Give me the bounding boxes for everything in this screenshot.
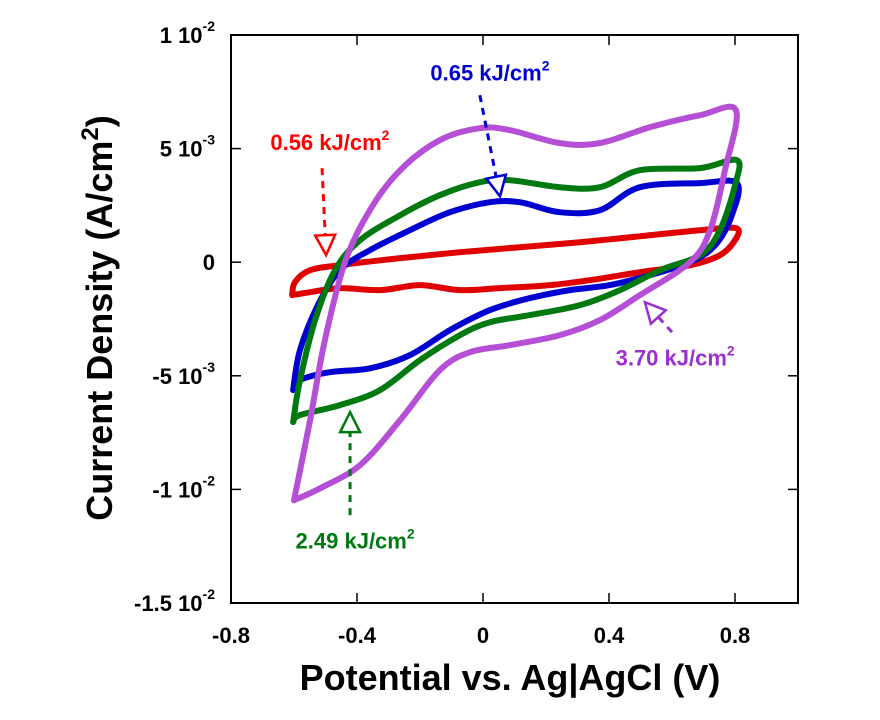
x-tick-label: -0.8 [212, 623, 250, 648]
y-axis-title: Current Density (A/cm2) [77, 115, 120, 520]
y-tick-mantissa: -1 10 [152, 477, 202, 502]
plot-frame [230, 34, 799, 604]
annotation-label: 0.56 kJ/cm2 [270, 127, 389, 155]
annotation-text: 0.56 kJ/cm [270, 130, 381, 155]
annotation-arrow-head [643, 300, 669, 327]
y-tick-exponent: -2 [203, 472, 216, 488]
y-tick-exponent: -3 [203, 359, 216, 375]
annotation-text: 0.65 kJ/cm [430, 60, 541, 85]
y-tick-exponent: -2 [203, 586, 216, 602]
annotation-arrow-shaft [320, 168, 327, 236]
annotation-arrow-head [338, 409, 363, 434]
annotation-sup: 2 [407, 525, 415, 541]
annotation-sup: 2 [542, 57, 550, 73]
y-axis-title-main: Current Density (A/cm [79, 141, 120, 521]
annotation-arrow-head [484, 173, 508, 200]
y-axis-title-sup: 2 [77, 127, 104, 140]
annotation-arrow-shaft [478, 94, 498, 177]
x-tick-label: 0.8 [720, 623, 751, 648]
y-tick-label: -5 10-3 [152, 359, 215, 389]
y-tick-label: -1 10-2 [152, 472, 215, 502]
y-tick-exponent: -3 [203, 132, 216, 148]
y-tick-label: 5 10-3 [160, 132, 215, 162]
y-tick-mantissa: -1.5 10 [134, 591, 203, 616]
x-tick-label: -0.4 [338, 623, 377, 648]
y-tick-label: 1 10-2 [160, 18, 215, 48]
annotation-sup: 2 [727, 343, 735, 359]
y-tick-mantissa: 5 10 [160, 137, 203, 162]
y-axis-title-close: ) [79, 115, 120, 127]
series-line-3 [291, 103, 740, 504]
annotation-text: 3.70 kJ/cm [616, 346, 727, 371]
annotation-label: 0.65 kJ/cm2 [430, 57, 549, 85]
annotation-label: 3.70 kJ/cm2 [616, 343, 735, 371]
y-tick-mantissa: -5 10 [152, 364, 202, 389]
y-tick-mantissa: 0 [203, 250, 215, 275]
curves-layer [289, 103, 743, 504]
ticks-layer: -0.8 -0.4 0 0.4 0.81 10-25 10-30-5 10-3-1 10… [134, 18, 798, 648]
y-tick-label: -1.5 10-2 [134, 586, 215, 616]
y-tick-exponent: -2 [203, 18, 216, 34]
series-line-1 [290, 177, 742, 394]
series-line-0 [289, 224, 742, 299]
annotation-label: 2.49 kJ/cm2 [296, 525, 415, 553]
series-line-2 [290, 156, 743, 426]
annotation-arrow-shaft [657, 316, 674, 334]
annotation-sup: 2 [382, 127, 390, 143]
x-tick-label: 0.4 [594, 623, 625, 648]
y-tick-mantissa: 1 10 [160, 23, 203, 48]
x-axis-title: Potential vs. Ag|AgCl (V) [300, 657, 721, 699]
x-tick-label: 0 [477, 623, 489, 648]
y-tick-label: 0 [203, 250, 215, 275]
annotation-arrow-head [313, 233, 338, 258]
annotation-text: 2.49 kJ/cm [296, 528, 407, 553]
